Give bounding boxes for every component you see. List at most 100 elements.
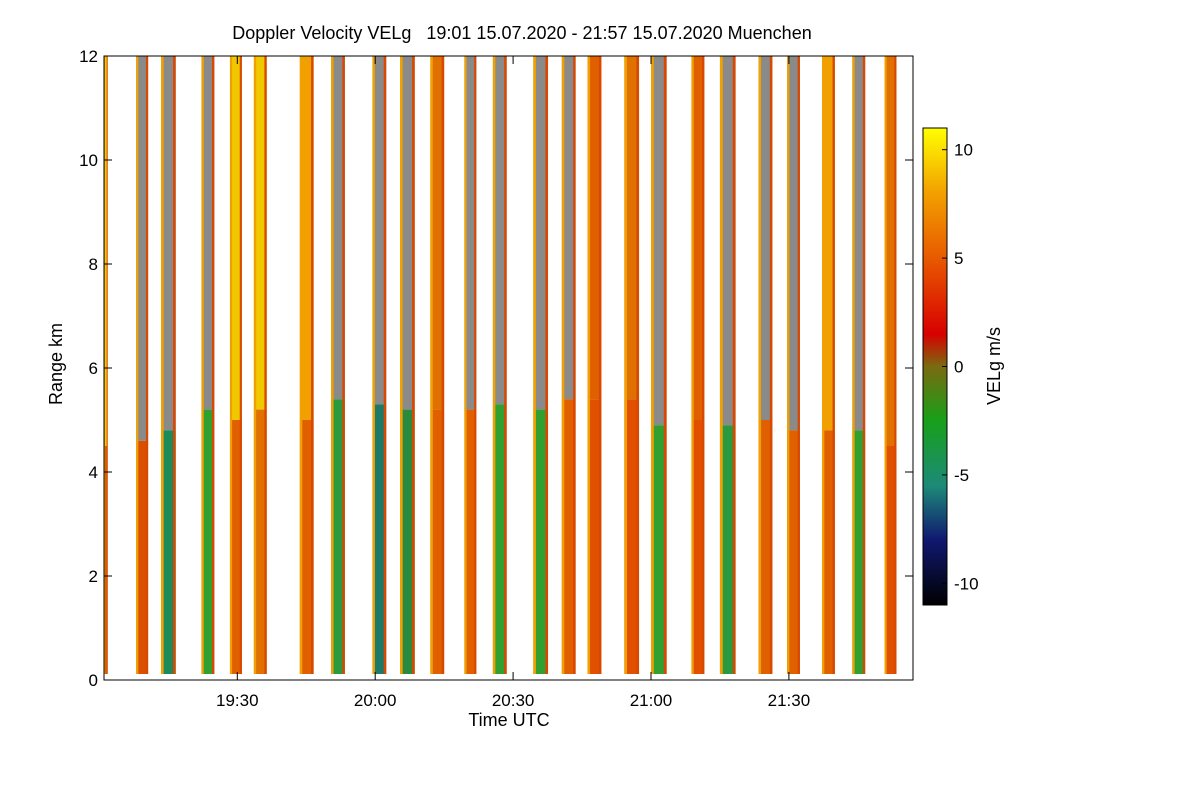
profile-lower-segment (400, 409, 415, 674)
profile-edge-streak (894, 56, 897, 674)
profile-edge-streak (212, 56, 215, 674)
profile-edge-streak (719, 56, 723, 674)
profile-upper-segment (561, 56, 576, 400)
profile-lower-segment (492, 404, 507, 674)
profile-bar (229, 56, 242, 674)
profile-edge-streak (573, 56, 576, 674)
profile-edge-streak (701, 56, 705, 674)
profile-bar (253, 56, 267, 674)
profile-edge-streak (430, 56, 433, 674)
profile-edge-streak (441, 56, 445, 674)
chart-title: Doppler Velocity VELg 19:01 15.07.2020 -… (232, 23, 811, 43)
profile-upper-segment (533, 56, 549, 410)
profile-bar (201, 56, 215, 674)
profile-edge-streak (173, 56, 176, 674)
colorbar-axis: 10 5 0 -5 -10 (942, 141, 979, 593)
colorbar-tick-label: 0 (954, 358, 963, 377)
profile-upper-segment (400, 56, 415, 410)
y-tick-label: 4 (89, 463, 98, 482)
profile-edge-streak (474, 56, 477, 674)
x-tick-label: 20:00 (354, 691, 397, 710)
profile-upper-segment (719, 56, 736, 426)
profile-upper-segment (884, 56, 897, 446)
profile-edge-streak (201, 56, 204, 674)
profile-edge-streak (464, 56, 467, 674)
profile-lower-segment (787, 430, 800, 674)
profile-edge-streak (732, 56, 736, 674)
profile-edge-streak (598, 56, 602, 674)
profile-edge-streak (492, 56, 496, 674)
profile-edge-streak (832, 56, 835, 674)
profile-lower-segment (884, 446, 897, 674)
profile-bar (492, 56, 507, 674)
profile-upper-segment (624, 56, 640, 400)
y-tick-label: 8 (89, 255, 98, 274)
profile-edge-streak (264, 56, 267, 674)
profile-bar (533, 56, 549, 674)
profile-lower-segment (253, 409, 267, 674)
profile-edge-streak (253, 56, 257, 674)
profile-lower-segment (821, 430, 835, 674)
profile-edge-streak (797, 56, 800, 674)
profile-upper-segment (104, 56, 108, 446)
profile-lower-segment (533, 409, 549, 674)
profile-bar (464, 56, 477, 674)
profile-lower-segment (719, 425, 736, 674)
colorbar-label: VELg m/s (984, 327, 1004, 405)
x-axis-label: Time UTC (468, 710, 549, 730)
profile-bar (331, 56, 345, 674)
profile-bar (650, 56, 667, 674)
profile-bar (561, 56, 576, 674)
profile-upper-segment (229, 56, 242, 420)
profile-edge-streak (299, 56, 303, 674)
colorbar-tick-label: -10 (954, 574, 979, 593)
profile-lower-segment (372, 404, 387, 674)
profile-edge-streak (545, 56, 549, 674)
y-axis-label: Range km (46, 323, 66, 405)
profile-bar (691, 56, 705, 674)
profile-lower-segment (650, 425, 667, 674)
profile-edge-streak (533, 56, 536, 674)
profile-edge-streak (229, 56, 233, 674)
profile-edge-streak (691, 56, 694, 674)
profile-edge-streak (106, 56, 108, 674)
profile-edge-streak (624, 56, 627, 674)
profile-edge-streak (412, 56, 415, 674)
profile-edge-streak (311, 56, 314, 674)
profile-lower-segment (299, 420, 314, 674)
profile-edge-streak (145, 56, 149, 674)
profile-upper-segment (253, 56, 267, 410)
profile-bar (587, 56, 602, 674)
profile-upper-segment (201, 56, 215, 410)
profile-upper-segment (492, 56, 507, 405)
x-tick-label: 19:30 (216, 691, 259, 710)
x-tick-label: 20:30 (492, 691, 535, 710)
profile-bar (787, 56, 800, 674)
colorbar-tick-label: -5 (954, 466, 969, 485)
x-tick-label: 21:30 (768, 691, 811, 710)
profile-upper-segment (821, 56, 835, 431)
profile-edge-streak (587, 56, 591, 674)
profile-edge-streak (769, 56, 773, 674)
y-tick-label: 10 (79, 151, 98, 170)
profile-bar (884, 56, 897, 674)
profile-edge-streak (852, 56, 855, 674)
profile-edge-streak (504, 56, 507, 674)
y-tick-label: 0 (89, 671, 98, 690)
profile-edge-streak (758, 56, 762, 674)
profile-lower-segment (430, 409, 445, 674)
profile-upper-segment (587, 56, 602, 400)
profile-bars (104, 56, 897, 674)
profile-bar (719, 56, 736, 674)
profile-upper-segment (464, 56, 477, 410)
profile-bar (136, 56, 149, 674)
profile-bar (160, 56, 176, 674)
profile-lower-segment (691, 420, 705, 674)
profile-edge-streak (383, 56, 387, 674)
profile-lower-segment (160, 430, 176, 674)
profile-upper-segment (430, 56, 445, 410)
profile-lower-segment (331, 399, 345, 674)
profile-bar (372, 56, 387, 674)
profile-edge-streak (136, 56, 139, 674)
profile-lower-segment (561, 399, 576, 674)
